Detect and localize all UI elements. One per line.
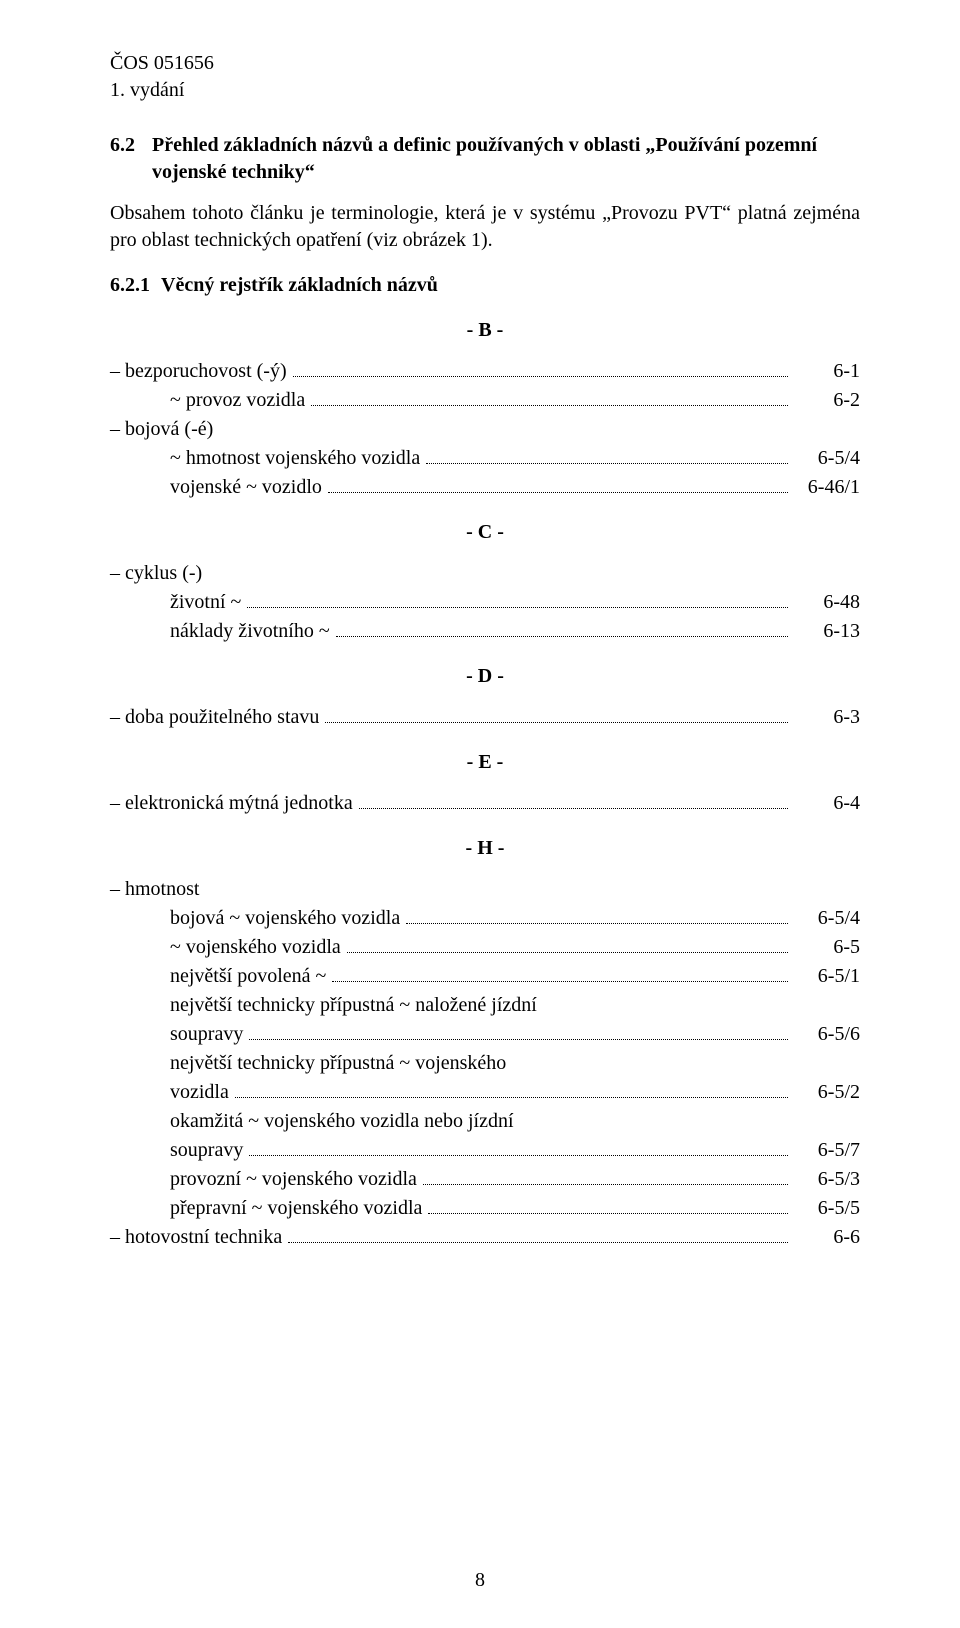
index-label: – bezporuchovost (-ý) [110,358,287,385]
index-row: ~ vojenského vozidla 6-5 [110,934,860,961]
section-number: 6.2 [110,132,152,186]
index-block-h: – hmotnost bojová ~ vojenského vozidla 6… [110,876,860,1251]
section-intro-paragraph: Obsahem tohoto článku je terminologie, k… [110,200,860,254]
leader-dots [288,1224,788,1243]
index-row: vozidla 6-5/2 [110,1079,860,1106]
index-row: bojová ~ vojenského vozidla 6-5/4 [110,905,860,932]
index-label: největší povolená ~ [110,963,326,990]
index-label: – bojová (-é) [110,416,213,443]
index-row: soupravy 6-5/6 [110,1021,860,1048]
page-number: 8 [0,1567,960,1594]
index-label: – elektronická mýtná jednotka [110,790,353,817]
index-page: 6-5/4 [794,905,860,932]
leader-dots [359,790,788,809]
index-label: vojenské ~ vozidlo [110,474,322,501]
index-label: náklady životního ~ [110,618,330,645]
index-page: 6-5/1 [794,963,860,990]
leader-dots [428,1195,788,1214]
index-label: – cyklus (-) [110,560,202,587]
leader-dots [247,589,788,608]
index-row: – elektronická mýtná jednotka 6-4 [110,790,860,817]
index-label: – hmotnost [110,876,199,903]
leader-dots [325,704,788,723]
leader-dots [336,618,788,637]
index-label: ~ vojenského vozidla [110,934,341,961]
index-block-c: – cyklus (-) životní ~ 6-48 náklady živo… [110,560,860,645]
index-page: 6-5/7 [794,1137,860,1164]
index-row: největší technicky přípustná ~ naložené … [110,992,860,1019]
index-label: největší technicky přípustná ~ naložené … [110,992,537,1019]
letter-heading-e: - E - [110,749,860,776]
index-row: – cyklus (-) [110,560,860,587]
subsection-6-2-1-title: 6.2.1 Věcný rejstřík základních názvů [110,272,860,299]
index-row: přepravní ~ vojenského vozidla 6-5/5 [110,1195,860,1222]
letter-heading-h: - H - [110,835,860,862]
subsection-title-text: Věcný rejstřík základních názvů [161,274,438,296]
index-page: 6-5/3 [794,1166,860,1193]
index-page: 6-5/5 [794,1195,860,1222]
index-row: největší povolená ~ 6-5/1 [110,963,860,990]
index-label: soupravy [110,1021,243,1048]
section-title-text: Přehled základních názvů a definic použí… [152,132,860,186]
subsection-number: 6.2.1 [110,274,150,296]
index-row: ~ hmotnost vojenského vozidla 6-5/4 [110,445,860,472]
index-row: soupravy 6-5/7 [110,1137,860,1164]
leader-dots [423,1166,788,1185]
index-block-b: – bezporuchovost (-ý) 6-1 ~ provoz vozid… [110,358,860,501]
index-row: životní ~ 6-48 [110,589,860,616]
index-page: 6-46/1 [794,474,860,501]
doc-edition: 1. vydání [110,77,860,104]
index-page: 6-3 [794,704,860,731]
doc-code: ČOS 051656 [110,50,860,77]
index-label: soupravy [110,1137,243,1164]
index-row: vojenské ~ vozidlo 6-46/1 [110,474,860,501]
index-page: 6-2 [794,387,860,414]
section-6-2-title: 6.2 Přehled základních názvů a definic p… [110,132,860,186]
index-row: náklady životního ~ 6-13 [110,618,860,645]
index-page: 6-5/6 [794,1021,860,1048]
index-label: největší technicky přípustná ~ vojenskéh… [110,1050,506,1077]
leader-dots [406,905,788,924]
index-page: 6-13 [794,618,860,645]
index-page: 6-4 [794,790,860,817]
leader-dots [311,387,788,406]
index-page: 6-5/4 [794,445,860,472]
index-label: bojová ~ vojenského vozidla [110,905,400,932]
index-label: – doba použitelného stavu [110,704,319,731]
index-row: provozní ~ vojenského vozidla 6-5/3 [110,1166,860,1193]
leader-dots [328,474,788,493]
index-page: 6-1 [794,358,860,385]
leader-dots [249,1137,788,1156]
letter-heading-c: - C - [110,519,860,546]
index-page: 6-5/2 [794,1079,860,1106]
index-page: 6-5 [794,934,860,961]
index-label: přepravní ~ vojenského vozidla [110,1195,422,1222]
index-label: provozní ~ vojenského vozidla [110,1166,417,1193]
index-row: – hmotnost [110,876,860,903]
letter-heading-b: - B - [110,317,860,344]
index-label: ~ provoz vozidla [110,387,305,414]
index-label: ~ hmotnost vojenského vozidla [110,445,420,472]
index-row: – bojová (-é) [110,416,860,443]
index-label: vozidla [110,1079,229,1106]
leader-dots [235,1079,788,1098]
index-row: okamžitá ~ vojenského vozidla nebo jízdn… [110,1108,860,1135]
leader-dots [426,445,788,464]
letter-heading-d: - D - [110,663,860,690]
leader-dots [332,963,788,982]
index-page: 6-6 [794,1224,860,1251]
index-row: největší technicky přípustná ~ vojenskéh… [110,1050,860,1077]
index-label: životní ~ [110,589,241,616]
index-row: – bezporuchovost (-ý) 6-1 [110,358,860,385]
leader-dots [293,358,788,377]
leader-dots [249,1021,788,1040]
index-row: – doba použitelného stavu 6-3 [110,704,860,731]
index-label: okamžitá ~ vojenského vozidla nebo jízdn… [110,1108,514,1135]
index-label: – hotovostní technika [110,1224,282,1251]
index-page: 6-48 [794,589,860,616]
index-row: – hotovostní technika 6-6 [110,1224,860,1251]
leader-dots [347,934,788,953]
index-row: ~ provoz vozidla 6-2 [110,387,860,414]
